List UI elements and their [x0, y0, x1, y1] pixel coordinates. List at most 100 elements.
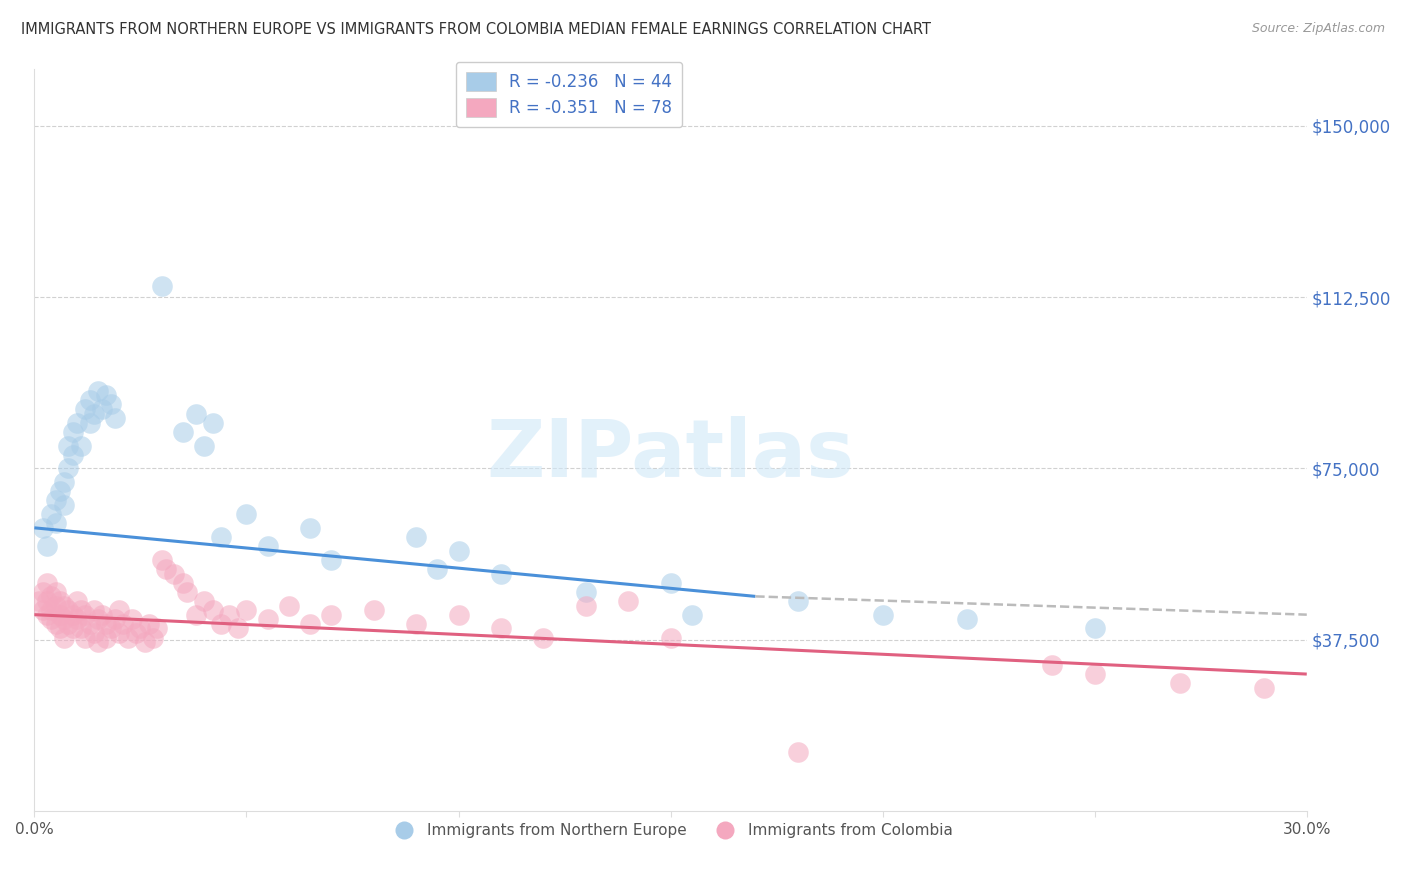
Point: [35, 594, 58, 608]
Point: [49, 594, 72, 608]
Point: [70, 621, 93, 635]
Point: [405, 530, 427, 544]
Point: [125, 626, 148, 640]
Point: [79, 416, 101, 430]
Point: [121, 612, 143, 626]
Point: [447, 607, 470, 622]
Point: [45, 599, 67, 613]
Point: [70, 603, 93, 617]
Point: [176, 584, 198, 599]
Point: [134, 635, 156, 649]
Point: [75, 402, 97, 417]
Point: [83, 603, 105, 617]
Point: [31, 521, 53, 535]
Point: [112, 616, 135, 631]
Point: [1084, 621, 1107, 635]
Point: [163, 566, 186, 581]
Point: [531, 631, 554, 645]
Point: [129, 621, 152, 635]
Point: [108, 603, 131, 617]
Point: [1084, 667, 1107, 681]
Point: [956, 612, 979, 626]
Point: [299, 521, 322, 535]
Point: [104, 411, 127, 425]
Point: [49, 484, 72, 499]
Point: [142, 631, 165, 645]
Point: [83, 626, 105, 640]
Point: [45, 516, 67, 531]
Point: [62, 607, 84, 622]
Point: [100, 621, 122, 635]
Point: [62, 621, 84, 635]
Point: [35, 575, 58, 590]
Point: [209, 616, 232, 631]
Point: [172, 425, 194, 439]
Point: [31, 603, 53, 617]
Point: [53, 631, 76, 645]
Point: [58, 461, 80, 475]
Point: [146, 621, 169, 635]
Point: [75, 631, 97, 645]
Point: [363, 603, 385, 617]
Point: [201, 603, 224, 617]
Point: [277, 599, 299, 613]
Point: [447, 543, 470, 558]
Point: [218, 607, 240, 622]
Point: [1040, 657, 1063, 672]
Point: [138, 616, 160, 631]
Point: [184, 607, 207, 622]
Point: [117, 631, 139, 645]
Legend: Immigrants from Northern Europe, Immigrants from Colombia: Immigrants from Northern Europe, Immigra…: [382, 817, 959, 845]
Point: [150, 278, 173, 293]
Point: [66, 594, 89, 608]
Point: [193, 439, 215, 453]
Text: ZIPatlas: ZIPatlas: [486, 416, 855, 493]
Point: [405, 616, 427, 631]
Point: [235, 507, 257, 521]
Point: [45, 493, 67, 508]
Point: [659, 631, 682, 645]
Point: [41, 507, 63, 521]
Point: [872, 607, 894, 622]
Point: [321, 607, 343, 622]
Point: [45, 584, 67, 599]
Point: [79, 616, 101, 631]
Point: [226, 621, 249, 635]
Point: [58, 439, 80, 453]
Point: [91, 402, 114, 417]
Point: [49, 607, 72, 622]
Point: [96, 388, 118, 402]
Point: [49, 621, 72, 635]
Point: [58, 603, 80, 617]
Text: IMMIGRANTS FROM NORTHERN EUROPE VS IMMIGRANTS FROM COLOMBIA MEDIAN FEMALE EARNIN: IMMIGRANTS FROM NORTHERN EUROPE VS IMMIG…: [21, 22, 931, 37]
Point: [193, 594, 215, 608]
Point: [75, 607, 97, 622]
Point: [321, 553, 343, 567]
Point: [575, 584, 598, 599]
Point: [58, 616, 80, 631]
Point: [426, 562, 449, 576]
Point: [62, 425, 84, 439]
Point: [786, 745, 808, 759]
Point: [256, 539, 278, 553]
Point: [79, 392, 101, 407]
Point: [617, 594, 640, 608]
Point: [100, 397, 122, 411]
Point: [201, 416, 224, 430]
Point: [155, 562, 177, 576]
Point: [62, 448, 84, 462]
Point: [209, 530, 232, 544]
Point: [681, 607, 703, 622]
Point: [1253, 681, 1275, 695]
Point: [66, 612, 89, 626]
Point: [299, 616, 322, 631]
Point: [35, 539, 58, 553]
Point: [27, 594, 49, 608]
Point: [1168, 676, 1191, 690]
Point: [41, 612, 63, 626]
Point: [489, 621, 512, 635]
Point: [172, 575, 194, 590]
Point: [83, 407, 105, 421]
Point: [150, 553, 173, 567]
Point: [53, 498, 76, 512]
